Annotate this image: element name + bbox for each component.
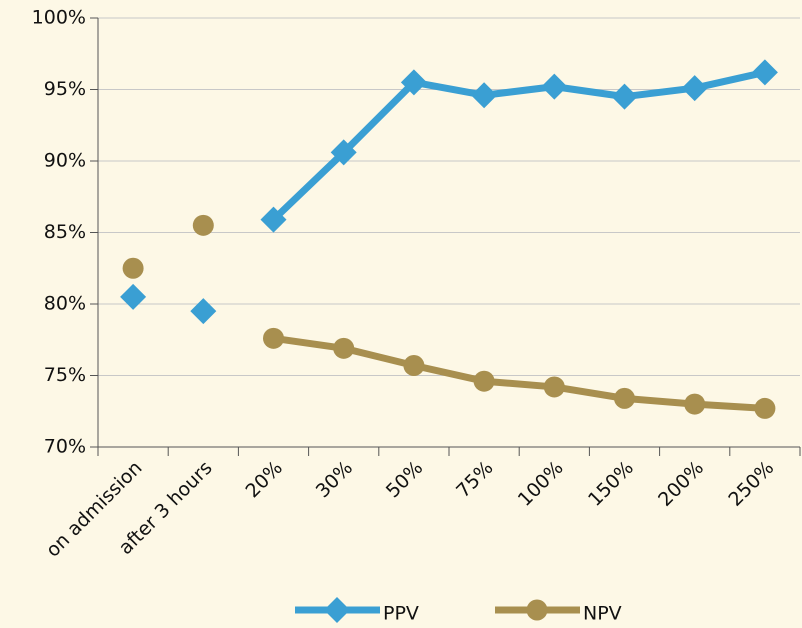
x-tick-label: 100%	[514, 457, 568, 511]
data-point	[471, 82, 498, 109]
x-tick-label: 200%	[654, 457, 708, 511]
data-point	[751, 59, 778, 86]
legend-label: PPV	[383, 603, 419, 625]
data-point	[330, 139, 357, 166]
y-tick-label: 90%	[44, 150, 86, 172]
y-tick-label: 75%	[44, 364, 86, 386]
data-point	[260, 206, 287, 233]
data-point	[403, 354, 425, 376]
series-line	[271, 68, 766, 223]
data-point	[473, 370, 495, 392]
y-tick-label: 80%	[44, 293, 86, 315]
data-point	[333, 337, 355, 359]
x-tick-label: 150%	[584, 457, 638, 511]
legend-marker	[324, 597, 350, 623]
y-tick-label: 85%	[44, 221, 86, 243]
y-tick-label: 70%	[44, 436, 86, 458]
x-tick-label: 75%	[452, 457, 497, 502]
data-point	[192, 214, 214, 236]
data-point	[190, 298, 217, 325]
legend-marker	[526, 599, 548, 621]
x-tick-label: 30%	[312, 457, 357, 502]
legend-label: NPV	[583, 603, 622, 625]
data-point	[754, 397, 776, 419]
series-line	[273, 334, 766, 412]
x-tick-label: 20%	[242, 457, 287, 502]
y-tick-label: 100%	[32, 7, 86, 29]
data-point	[684, 393, 706, 415]
data-point	[611, 83, 638, 110]
data-point	[400, 69, 427, 96]
x-tick-label: 250%	[724, 457, 778, 511]
y-tick-label: 95%	[44, 78, 86, 100]
data-point	[263, 327, 284, 349]
data-point	[543, 376, 565, 398]
data-point	[681, 75, 708, 102]
data-point	[541, 73, 568, 100]
data-point	[614, 387, 635, 409]
x-tick-label: 50%	[382, 457, 427, 502]
data-point	[120, 283, 147, 310]
data-point	[122, 257, 144, 279]
